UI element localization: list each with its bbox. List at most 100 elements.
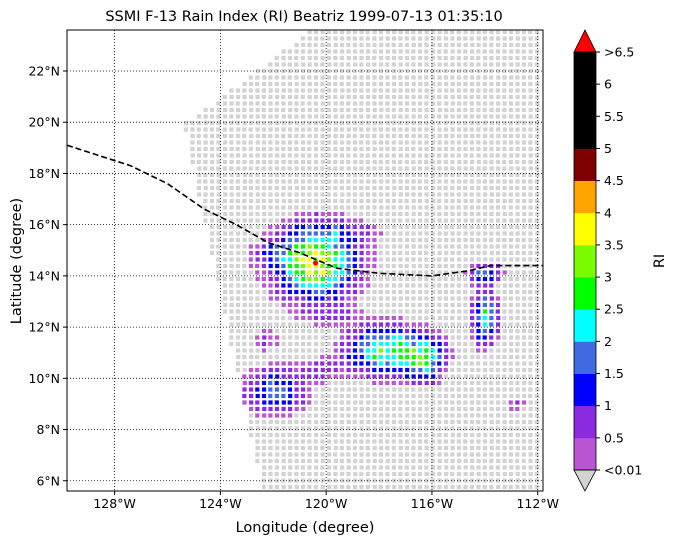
swath-pixel (287, 432, 292, 438)
swath-pixel (300, 452, 305, 457)
swath-pixel (392, 413, 397, 418)
swath-pixel (236, 257, 241, 262)
swath-pixel (528, 250, 533, 256)
swath-pixel (262, 465, 267, 470)
colorbar-label: RI (652, 254, 668, 268)
swath-pixel (372, 120, 377, 126)
swath-pixel (521, 81, 527, 87)
swath-pixel (521, 374, 526, 379)
colorbar-tick-label: <0.01 (604, 463, 642, 478)
x-tick-label: 128°W (93, 496, 135, 511)
swath-pixel (339, 237, 344, 243)
swath-pixel (333, 335, 338, 340)
swath-pixel (534, 393, 539, 399)
swath-pixel (307, 413, 312, 418)
swath-pixel (275, 237, 280, 243)
swath-pixel (365, 133, 370, 139)
swath-pixel (502, 283, 507, 288)
swath-pixel (483, 432, 488, 438)
swath-pixel (534, 237, 540, 243)
swath-pixel (528, 458, 533, 464)
swath-pixel (340, 211, 345, 217)
swath-pixel (405, 309, 410, 314)
swath-pixel (378, 367, 384, 373)
swath-pixel (287, 185, 292, 191)
swath-pixel (521, 432, 526, 438)
swath-pixel (229, 179, 234, 184)
swath-pixel (534, 439, 539, 444)
swath-pixel (287, 224, 292, 230)
swath-pixel (300, 445, 305, 451)
swath-pixel (385, 68, 390, 74)
swath-pixel (404, 166, 409, 171)
swath-pixel (307, 120, 312, 126)
swath-pixel (411, 484, 416, 490)
swath-pixel (489, 218, 494, 223)
swath-pixel (372, 62, 377, 67)
swath-pixel (417, 276, 422, 282)
swath-pixel (281, 413, 286, 418)
swath-pixel (327, 426, 332, 431)
swath-pixel (274, 309, 279, 314)
swath-pixel (476, 42, 481, 48)
swath-pixel (294, 62, 299, 67)
swath-pixel (535, 211, 540, 217)
swath-pixel (398, 81, 403, 87)
swath-pixel (366, 302, 371, 308)
swath-pixel (307, 315, 312, 321)
swath-pixel (379, 146, 384, 152)
swath-pixel (385, 387, 390, 392)
swath-pixel (346, 426, 351, 431)
swath-pixel (476, 198, 481, 204)
colorbar-over-triangle (573, 29, 597, 53)
swath-pixel (535, 172, 540, 178)
swath-pixel (242, 328, 247, 334)
swath-pixel (430, 380, 435, 386)
swath-pixel (242, 341, 247, 347)
swath-pixel (255, 387, 260, 392)
swath-pixel (378, 250, 383, 256)
swath-pixel (353, 406, 358, 412)
swath-pixel (288, 101, 293, 106)
swath-pixel (392, 244, 397, 249)
swath-pixel (255, 302, 260, 308)
swath-pixel (339, 179, 344, 184)
swath-pixel (528, 101, 533, 106)
swath-pixel (502, 315, 507, 321)
swath-pixel (287, 120, 293, 126)
swath-pixel (456, 198, 462, 204)
swath-pixel (456, 270, 462, 275)
swath-pixel (411, 328, 416, 334)
swath-pixel (385, 335, 390, 340)
swath-pixel (469, 419, 475, 425)
swath-pixel (281, 172, 286, 178)
swath-pixel (521, 439, 526, 444)
swath-pixel (476, 107, 481, 113)
swath-pixel (482, 465, 487, 470)
swath-pixel (320, 361, 325, 366)
swath-pixel (482, 289, 487, 295)
swath-pixel (430, 218, 436, 223)
swath-pixel (359, 218, 364, 223)
swath-pixel (482, 81, 487, 87)
swath-pixel (456, 172, 461, 178)
swath-pixel (216, 231, 221, 236)
swath-pixel (378, 465, 383, 470)
swath-pixel (242, 302, 247, 308)
swath-pixel (379, 335, 384, 340)
swath-pixel (489, 387, 494, 392)
swath-pixel (287, 179, 292, 184)
swath-pixel (444, 107, 449, 113)
swath-pixel (339, 133, 345, 139)
swath-pixel (411, 101, 416, 106)
swath-pixel (378, 140, 384, 145)
swath-pixel (482, 218, 487, 223)
swath-pixel (411, 88, 416, 93)
swath-pixel (333, 192, 338, 197)
swath-pixel (326, 263, 332, 269)
storm-center-marker (312, 260, 319, 266)
swath-pixel (482, 42, 487, 48)
swath-pixel (235, 367, 240, 373)
swath-pixel (365, 218, 371, 223)
swath-pixel (294, 374, 299, 379)
